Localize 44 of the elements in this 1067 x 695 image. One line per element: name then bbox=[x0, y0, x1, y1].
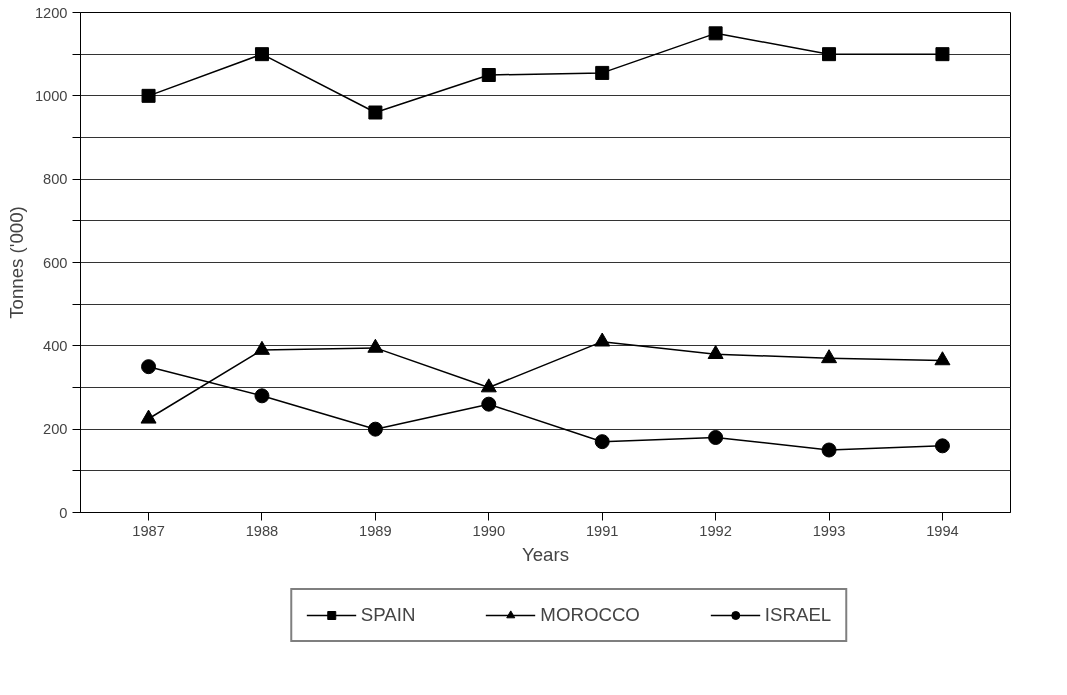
point bbox=[367, 421, 383, 437]
point bbox=[594, 332, 611, 347]
y-tick-label: 800 bbox=[43, 171, 68, 188]
point bbox=[595, 65, 610, 80]
point bbox=[481, 68, 496, 82]
point bbox=[367, 338, 384, 353]
point bbox=[708, 26, 723, 41]
y-tick-label: 600 bbox=[43, 254, 68, 271]
point bbox=[934, 351, 951, 366]
point bbox=[481, 396, 497, 412]
point bbox=[141, 359, 157, 375]
point bbox=[821, 349, 838, 364]
point bbox=[822, 47, 837, 62]
point bbox=[368, 105, 383, 120]
point bbox=[934, 438, 950, 454]
legend-label: ISRAEL bbox=[764, 603, 832, 626]
point bbox=[594, 434, 610, 450]
point bbox=[935, 47, 950, 62]
point bbox=[254, 47, 269, 62]
legend-label: MOROCCO bbox=[540, 603, 640, 626]
x-tick-label: 1990 bbox=[472, 522, 506, 539]
point bbox=[253, 340, 270, 355]
x-tick-label: 1993 bbox=[812, 522, 846, 539]
point bbox=[140, 409, 157, 424]
x-axis-title: Years bbox=[521, 543, 570, 565]
point bbox=[821, 442, 837, 458]
legend-label: SPAIN bbox=[360, 603, 416, 626]
x-tick-label: 1994 bbox=[926, 522, 959, 539]
point bbox=[254, 388, 270, 404]
x-tick-label: 1989 bbox=[359, 522, 392, 539]
point bbox=[141, 88, 156, 103]
x-tick-label: 1987 bbox=[132, 522, 165, 539]
x-tick-label: 1991 bbox=[585, 522, 619, 539]
x-tick-label: 1988 bbox=[245, 522, 279, 539]
y-tick-label: 0 bbox=[59, 504, 68, 521]
point bbox=[707, 345, 724, 359]
point bbox=[480, 378, 497, 393]
y-tick-label: 200 bbox=[43, 421, 68, 438]
point bbox=[708, 430, 724, 445]
y-tick-label: 1200 bbox=[34, 4, 68, 21]
y-axis-title: Tonnes ('000) bbox=[5, 206, 27, 319]
x-tick-label: 1992 bbox=[699, 522, 732, 539]
y-tick-label: 400 bbox=[43, 337, 68, 354]
y-tick-label: 1000 bbox=[34, 87, 68, 104]
